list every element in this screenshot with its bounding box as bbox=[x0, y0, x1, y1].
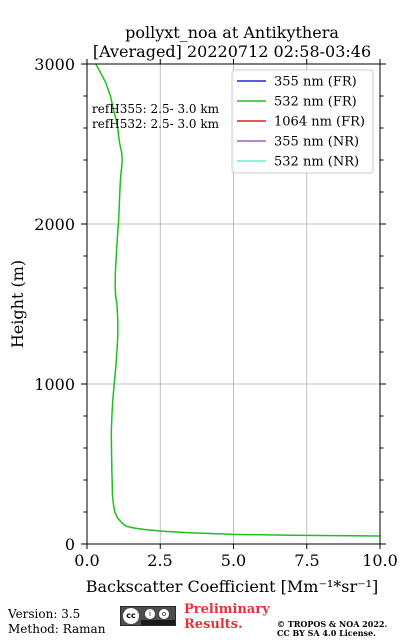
legend-label-532-fr: 532 nm (FR) bbox=[274, 95, 357, 110]
x-tick-label: 7.5 bbox=[294, 551, 319, 570]
chart-title-line-2: [Averaged] 20220712 02:58-03:46 bbox=[93, 42, 371, 61]
chart-title-line-1: pollyxt_noa at Antikythera bbox=[125, 23, 339, 42]
x-tick-label: 0.0 bbox=[74, 551, 99, 570]
legend: 355 nm (FR) 532 nm (FR) 1064 nm (FR) 355… bbox=[231, 69, 374, 174]
ref-height-355: refH355: 2.5- 3.0 km bbox=[92, 102, 220, 116]
legend-label-355-fr: 355 nm (FR) bbox=[274, 75, 357, 90]
legend-label-1064-fr: 1064 nm (FR) bbox=[274, 115, 365, 130]
copyright-notice: © TROPOS & NOA 2022. CC BY SA 4.0 Licens… bbox=[277, 620, 387, 638]
method-text: Method: Raman bbox=[8, 622, 106, 636]
y-axis-label: Height (m) bbox=[8, 260, 27, 348]
footer-info: Version: 3.5 Method: Raman bbox=[8, 607, 105, 637]
axis-ticks bbox=[81, 59, 386, 549]
legend-label-355-nr: 355 nm (NR) bbox=[274, 135, 359, 150]
x-axis-label: Backscatter Coefficient [Mm⁻¹*sr⁻¹] bbox=[86, 577, 379, 596]
legend-box bbox=[231, 69, 374, 174]
x-tick-label: 10.0 bbox=[362, 551, 398, 570]
copyright-line-1: © TROPOS & NOA 2022. bbox=[277, 619, 388, 629]
x-tick-label: 2.5 bbox=[147, 551, 172, 570]
series-line-532-fr bbox=[95, 64, 380, 537]
preliminary-line-2: Results. bbox=[184, 617, 243, 632]
x-tick-label: 5.0 bbox=[221, 551, 246, 570]
version-text: Version: 3.5 bbox=[8, 607, 81, 621]
preliminary-line-1: Preliminary bbox=[184, 602, 270, 617]
y-tick-label: 0 bbox=[65, 535, 75, 554]
ref-height-532: refH532: 2.5- 3.0 km bbox=[92, 117, 220, 131]
cc-license-logo: cc i o bbox=[120, 606, 176, 626]
copyright-line-2: CC BY SA 4.0 License. bbox=[277, 628, 376, 638]
backscatter-profile-chart: pollyxt_noa at Antikythera [Averaged] 20… bbox=[8, 23, 398, 596]
y-tick-label: 1000 bbox=[34, 375, 75, 394]
preliminary-notice: Preliminary Results. bbox=[184, 602, 270, 632]
y-tick-label: 3000 bbox=[34, 55, 75, 74]
legend-label-532-nr: 532 nm (NR) bbox=[274, 155, 359, 170]
y-tick-label: 2000 bbox=[34, 215, 75, 234]
